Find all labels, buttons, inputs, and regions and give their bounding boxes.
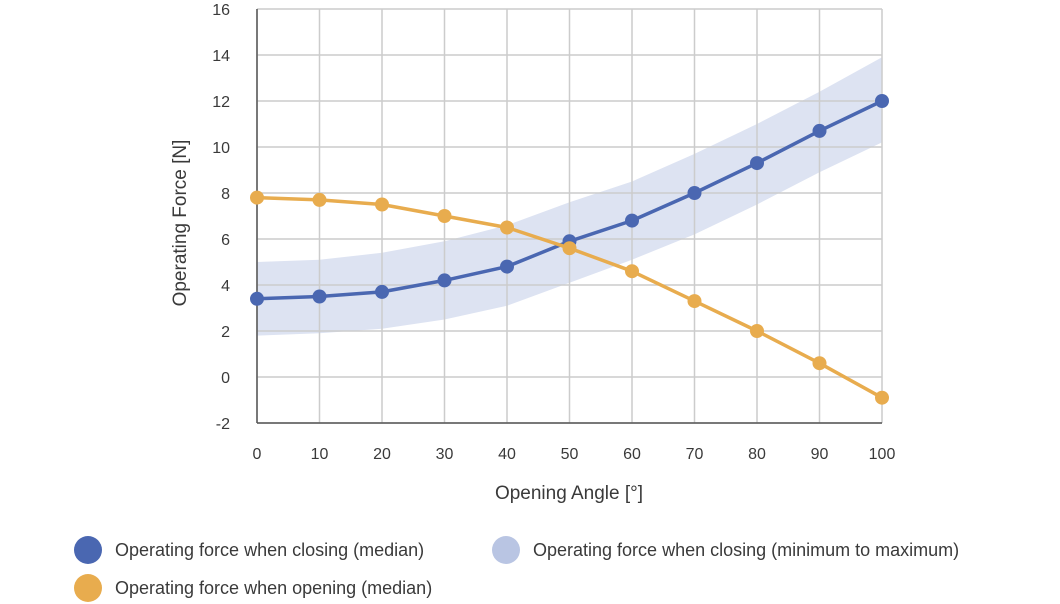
closing-median-point — [250, 291, 264, 306]
closing-median-point — [312, 289, 327, 304]
x-tick-label: 100 — [869, 446, 896, 463]
closing-median-swatch — [74, 536, 102, 564]
x-tick-label: 0 — [253, 446, 262, 463]
opening-median-label: Operating force when opening (median) — [115, 577, 433, 598]
closing-range-swatch — [492, 536, 520, 564]
x-tick-label: 80 — [748, 446, 766, 463]
x-tick-label: 20 — [373, 446, 391, 463]
y-tick-label: 12 — [212, 94, 230, 111]
y-tick-label: 4 — [221, 278, 230, 295]
axis-layer — [256, 9, 882, 424]
x-tick-label: 50 — [561, 446, 579, 463]
closing-median-point — [812, 123, 827, 138]
x-tick-label: 90 — [811, 446, 829, 463]
line-chart: 0 10 20 30 40 50 60 70 80 90 100 -2 0 2 4 6 8 10 12 14 16 Op… — [170, 2, 895, 504]
series-layer — [250, 94, 889, 405]
y-axis-title: Operating Force [N] — [170, 140, 191, 307]
legend: Operating force when closing (median) Op… — [74, 534, 1034, 604]
y-tick-label: 16 — [212, 2, 230, 19]
closing-median-point — [625, 213, 639, 228]
opening-median-point — [250, 190, 264, 205]
opening-median-point — [375, 197, 389, 212]
opening-median-point — [437, 209, 452, 223]
opening-median-swatch — [74, 574, 102, 602]
closing-median-point — [687, 186, 702, 200]
closing-median-point — [750, 156, 764, 171]
y-tick-label: 0 — [221, 370, 230, 387]
y-tick-label: 10 — [212, 140, 230, 157]
opening-median-point — [750, 324, 764, 338]
opening-median-point — [562, 241, 577, 256]
y-tick-label: 6 — [221, 232, 230, 249]
y-tick-label: -2 — [216, 416, 230, 433]
y-tick-label: 8 — [221, 186, 230, 203]
legend-item-closing-median: Operating force when closing (median) — [74, 536, 424, 564]
y-tick-label: 2 — [221, 324, 230, 341]
closing-range-label: Operating force when closing (minimum to… — [533, 539, 960, 560]
opening-median-point — [312, 192, 327, 207]
x-tick-label: 30 — [436, 446, 454, 463]
y-tick-label: 14 — [212, 48, 230, 65]
x-tick-label: 60 — [623, 446, 641, 463]
opening-median-point — [875, 390, 889, 405]
opening-median-point — [625, 264, 639, 279]
legend-item-closing-range: Operating force when closing (minimum to… — [492, 536, 959, 564]
closing-median-point — [500, 259, 514, 274]
closing-median-point — [375, 284, 389, 299]
legend-item-opening-median: Operating force when opening (median) — [74, 574, 432, 602]
x-tick-label: 70 — [686, 446, 704, 463]
closing-range-band — [257, 57, 882, 336]
closing-range-band-layer — [257, 57, 882, 336]
x-tick-label: 40 — [498, 446, 516, 463]
grid-layer — [256, 8, 883, 424]
tick-label-layer: 0 10 20 30 40 50 60 70 80 90 100 -2 0 2 4 6 8 10 12 14 16 — [212, 2, 895, 463]
x-axis-title: Opening Angle [°] — [495, 483, 643, 504]
opening-median-point — [687, 294, 702, 309]
opening-median-point — [812, 356, 827, 371]
x-tick-label: 10 — [311, 446, 329, 463]
opening-median-point — [500, 220, 514, 235]
closing-median-point — [437, 273, 452, 288]
closing-median-point — [875, 94, 889, 108]
closing-median-label: Operating force when closing (median) — [115, 539, 425, 560]
